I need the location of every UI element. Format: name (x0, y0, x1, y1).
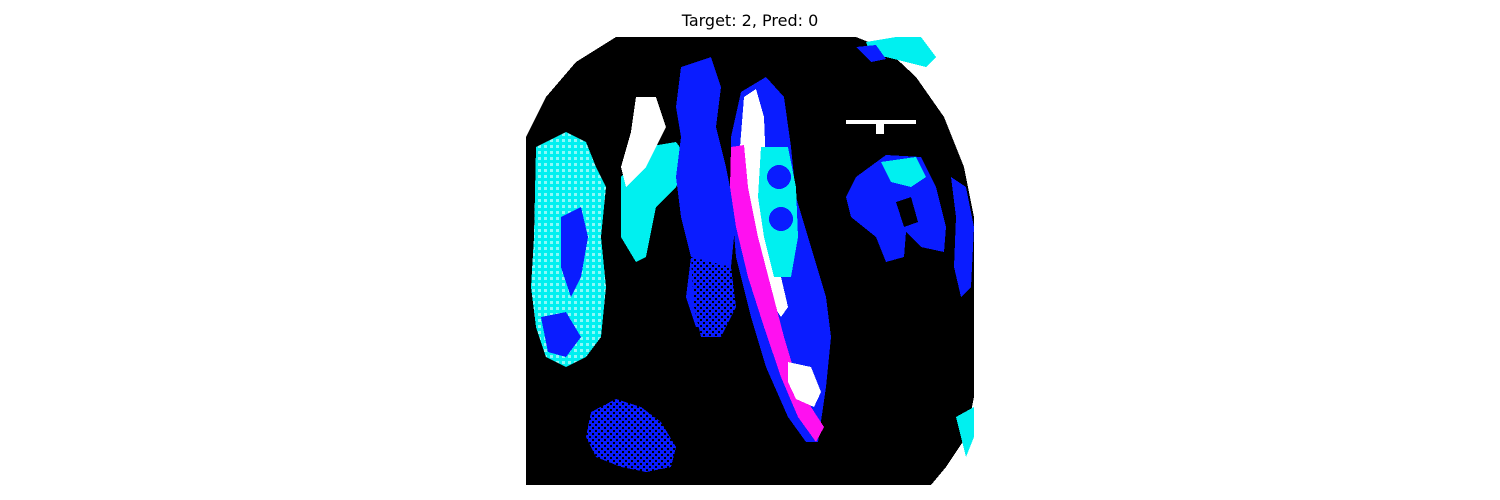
bottom-blue-blob (586, 399, 676, 472)
right-structure-cyan (881, 157, 926, 187)
organ-spot-1 (767, 165, 791, 189)
marker-line (846, 120, 916, 124)
main-organ-lower-white (788, 362, 821, 407)
blue-column (676, 57, 736, 327)
top-right-speckle-blue (856, 45, 886, 62)
scan-image (526, 37, 974, 485)
left-structure-blue (561, 207, 588, 297)
left-structure-blue-2 (541, 312, 581, 357)
right-edge-speckle (951, 177, 974, 297)
right-structure (846, 155, 946, 262)
marker-tick (876, 124, 884, 134)
organ-spot-2 (769, 207, 793, 231)
image-panel (526, 37, 974, 485)
right-structure-inner (896, 197, 918, 227)
figure-title: Target: 2, Pred: 0 (681, 11, 819, 30)
white-streak (621, 97, 666, 187)
bottom-right-speckle (956, 407, 974, 457)
blue-column-lower (691, 257, 736, 337)
main-organ-magenta (730, 145, 824, 442)
top-right-speckle (866, 37, 936, 67)
